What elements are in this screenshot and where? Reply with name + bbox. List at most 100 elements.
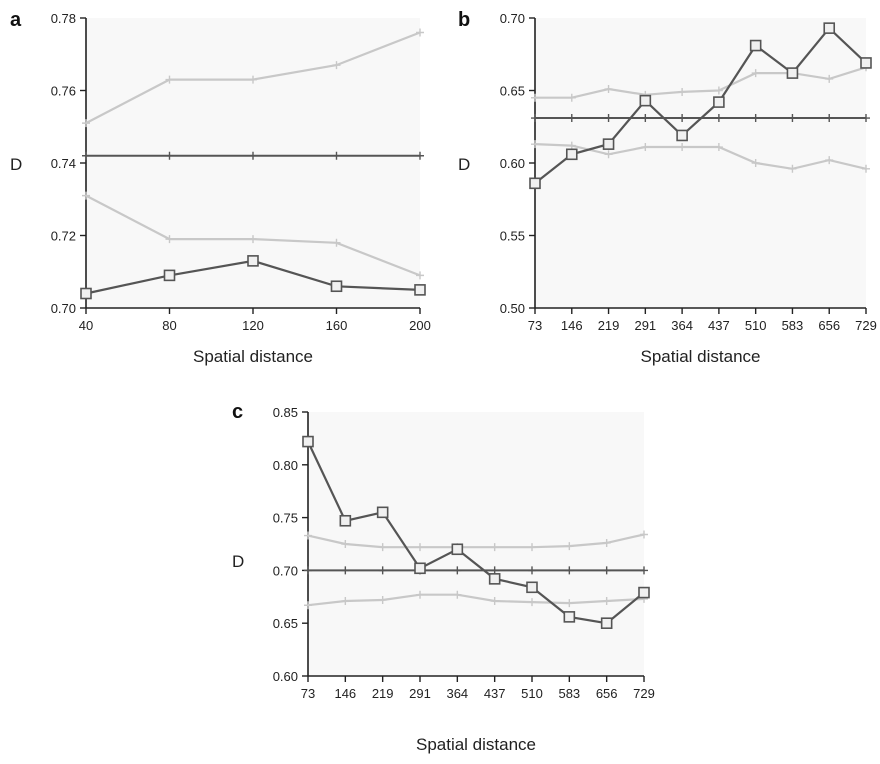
x-tick-label: 510 xyxy=(745,318,767,333)
x-tick-label: 73 xyxy=(301,686,315,701)
y-tick-label: 0.76 xyxy=(51,84,76,99)
y-tick-label: 0.70 xyxy=(500,11,525,26)
x-tick-label: 729 xyxy=(855,318,877,333)
series-upper-point xyxy=(825,74,834,83)
series-upper-point xyxy=(82,119,90,128)
series-upper-point xyxy=(332,61,341,70)
series-reference-point xyxy=(165,151,174,160)
series-observed-point xyxy=(786,67,799,79)
series-upper-point xyxy=(751,69,760,78)
x-tick-label: 364 xyxy=(671,318,693,333)
panel-c-chart: c D 0.60 0.65 0.70 0.75 0.80 0.85 73 146 219 291 364… xyxy=(232,401,655,754)
series-observed-point xyxy=(247,255,259,267)
series-lower-point xyxy=(751,159,760,167)
series-observed-point xyxy=(414,562,426,575)
series-reference-point xyxy=(565,566,574,575)
series-lower-point xyxy=(490,597,499,606)
series-upper-point xyxy=(416,543,424,552)
series-upper-point xyxy=(378,543,387,552)
series-observed-point xyxy=(526,581,538,594)
series-observed-point xyxy=(163,269,176,282)
x-tick-label: 146 xyxy=(334,686,356,701)
panel-letter: a xyxy=(10,9,22,31)
plot-area xyxy=(535,18,866,308)
series-lower-point xyxy=(304,601,312,610)
series-upper-point xyxy=(165,75,174,84)
series-reference-point xyxy=(862,114,870,123)
series-observed-point xyxy=(713,96,725,108)
series-lower-point xyxy=(678,143,687,152)
series-lower-point xyxy=(341,597,350,606)
series-reference-point xyxy=(531,114,539,123)
series-reference-point xyxy=(567,114,576,123)
series-reference-point xyxy=(751,114,760,123)
panel-b-chart: b D 0.50 0.55 0.60 0.65 0.70 73 146 219 291 364 437 5… xyxy=(458,9,877,366)
series-observed-point xyxy=(639,94,652,107)
series-upper-point xyxy=(528,543,536,552)
x-axis-label: Spatial distance xyxy=(193,347,313,366)
series-reference-point xyxy=(304,566,312,575)
series-observed-point xyxy=(451,543,464,556)
x-tick-label: 73 xyxy=(528,318,542,333)
x-tick-label: 160 xyxy=(326,318,348,333)
x-tick-label: 583 xyxy=(558,686,580,701)
x-tick-label: 219 xyxy=(372,686,394,701)
series-reference-point xyxy=(453,566,462,575)
series-observed-point xyxy=(600,617,613,630)
y-tick-label: 0.55 xyxy=(500,229,525,244)
series-upper-point xyxy=(678,87,687,96)
series-upper-line xyxy=(307,533,645,549)
series-lower-point xyxy=(825,156,834,165)
series-lower-point xyxy=(378,595,387,604)
x-tick-label: 510 xyxy=(521,686,543,701)
series-observed-point xyxy=(676,129,688,142)
series-lower-point xyxy=(604,150,613,159)
series-lower-point xyxy=(453,590,462,599)
series-lower-point xyxy=(249,235,257,244)
series-reference-point xyxy=(825,114,834,123)
series-lower-point xyxy=(567,141,576,150)
series-upper-point xyxy=(567,93,576,102)
series-observed-point xyxy=(339,514,352,527)
y-axis-label: D xyxy=(232,552,244,571)
series-observed-point xyxy=(823,22,836,34)
series-upper-point xyxy=(341,540,350,548)
y-tick-label: 0.70 xyxy=(273,563,298,578)
series-upper-point xyxy=(714,86,723,95)
y-tick-label: 0.65 xyxy=(273,616,298,631)
series-observed-point xyxy=(80,287,92,300)
series-lower-point xyxy=(602,597,611,606)
x-tick-label: 80 xyxy=(162,318,176,333)
y-tick-label: 0.65 xyxy=(500,84,525,99)
x-tick-label: 291 xyxy=(634,318,656,333)
series-lower-point xyxy=(82,191,90,200)
x-tick-label: 656 xyxy=(818,318,840,333)
series-observed-point xyxy=(860,57,872,69)
x-tick-label: 146 xyxy=(561,318,583,333)
series-reference-point xyxy=(604,114,613,123)
series-upper-point xyxy=(565,542,574,551)
x-tick-label: 40 xyxy=(79,318,93,333)
series-observed-point xyxy=(602,138,615,150)
series-lower-point xyxy=(416,590,424,599)
x-tick-label: 291 xyxy=(409,686,431,701)
series-reference-point xyxy=(788,114,797,123)
x-tick-label: 656 xyxy=(596,686,618,701)
series-lower-point xyxy=(165,235,174,244)
series-reference-point xyxy=(602,566,611,575)
series-upper-point xyxy=(416,28,424,37)
series-lower-point xyxy=(531,140,539,149)
y-tick-label: 0.60 xyxy=(273,669,298,684)
x-tick-label: 729 xyxy=(633,686,655,701)
x-axis-label: Spatial distance xyxy=(640,347,760,366)
x-tick-label: 219 xyxy=(598,318,620,333)
y-tick-label: 0.80 xyxy=(273,458,298,473)
x-tick-label: 583 xyxy=(782,318,804,333)
y-tick-label: 0.75 xyxy=(273,511,298,526)
x-tick-label: 437 xyxy=(484,686,506,701)
series-reference-point xyxy=(249,151,257,160)
y-tick-label: 0.85 xyxy=(273,405,298,420)
series-observed-point xyxy=(638,586,650,599)
x-tick-label: 120 xyxy=(242,318,264,333)
